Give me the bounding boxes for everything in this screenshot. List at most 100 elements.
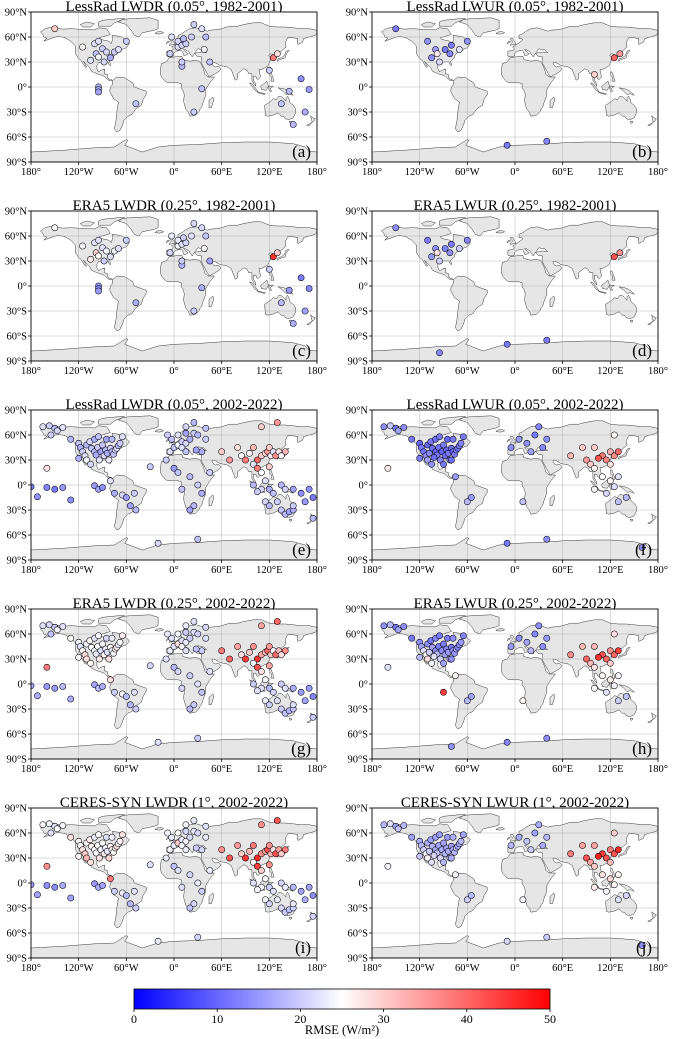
station-point bbox=[200, 46, 208, 53]
station-point bbox=[180, 35, 187, 43]
station-point bbox=[519, 697, 527, 705]
y-tick-label: 30°N bbox=[5, 655, 28, 666]
station-point bbox=[440, 659, 447, 667]
station-point bbox=[543, 734, 551, 742]
station-point bbox=[622, 693, 630, 700]
station-point bbox=[111, 489, 118, 497]
y-tick-label: 30°S bbox=[6, 307, 27, 318]
station-point bbox=[467, 693, 475, 700]
station-point bbox=[198, 489, 206, 497]
station-point bbox=[238, 651, 245, 659]
station-point bbox=[281, 684, 289, 692]
station-point bbox=[83, 854, 90, 862]
station-point bbox=[394, 626, 402, 634]
station-point bbox=[178, 485, 186, 493]
station-point bbox=[433, 50, 441, 58]
station-point bbox=[567, 651, 574, 659]
y-tick-label: 60°N bbox=[346, 232, 369, 243]
land-polygon bbox=[605, 294, 637, 319]
land-polygon bbox=[256, 91, 266, 95]
station-point bbox=[178, 58, 186, 66]
station-point bbox=[51, 485, 59, 493]
y-tick-label: 0° bbox=[18, 83, 27, 94]
station-point bbox=[186, 871, 194, 879]
land-polygon bbox=[109, 474, 147, 531]
panel-title: LessRad LWUR (0.05°, 1982-2001) bbox=[407, 0, 624, 15]
land-polygon bbox=[98, 615, 125, 624]
land-polygon bbox=[256, 290, 266, 294]
land-polygon bbox=[506, 836, 511, 841]
colorbar: 0 10 20 30 40 50 RMSE (W/m²) bbox=[131, 988, 556, 1037]
station-point bbox=[146, 463, 154, 471]
x-tick-label: 180° bbox=[307, 963, 327, 974]
station-point bbox=[182, 429, 190, 437]
station-point bbox=[638, 942, 646, 949]
station-point bbox=[416, 852, 424, 860]
station-point bbox=[467, 892, 475, 899]
station-point bbox=[543, 137, 551, 145]
station-point bbox=[39, 423, 47, 431]
station-point bbox=[591, 643, 598, 650]
station-point bbox=[457, 439, 465, 447]
station-point bbox=[59, 623, 67, 630]
station-point bbox=[107, 477, 114, 485]
map-panel-a: LessRad LWDR (0.05°, 1982-2001) 180° 120°W… bbox=[5, 0, 327, 178]
land-polygon bbox=[509, 436, 517, 444]
station-point bbox=[460, 433, 467, 441]
station-point bbox=[168, 33, 175, 41]
station-point bbox=[273, 419, 281, 426]
station-point bbox=[194, 734, 202, 742]
land-polygon bbox=[509, 834, 517, 842]
station-point bbox=[95, 854, 103, 862]
y-tick-label: 90°S bbox=[347, 954, 368, 965]
map-panel-f: LessRad LWUR (0.05°, 2002-2022) 180° 120°W… bbox=[346, 397, 668, 576]
station-point bbox=[190, 900, 198, 908]
station-point bbox=[273, 817, 281, 824]
station-point bbox=[166, 249, 174, 257]
station-point bbox=[463, 37, 471, 45]
station-point bbox=[273, 498, 281, 506]
station-point bbox=[95, 252, 102, 260]
land-polygon bbox=[79, 419, 96, 426]
station-point bbox=[47, 431, 55, 439]
station-point bbox=[170, 464, 178, 472]
land-polygon bbox=[381, 226, 471, 281]
station-point bbox=[87, 460, 94, 468]
station-point bbox=[186, 904, 194, 912]
station-point bbox=[515, 435, 523, 443]
land-polygon bbox=[506, 239, 511, 244]
station-point bbox=[178, 684, 186, 692]
station-point bbox=[186, 473, 194, 481]
station-point bbox=[132, 100, 140, 108]
land-polygon bbox=[597, 91, 607, 95]
land-polygon bbox=[617, 845, 631, 858]
station-point bbox=[527, 448, 535, 456]
station-point bbox=[254, 456, 261, 464]
station-point bbox=[95, 433, 102, 441]
station-point bbox=[449, 833, 457, 841]
station-point bbox=[108, 634, 116, 642]
land-polygon bbox=[154, 230, 165, 234]
station-point bbox=[408, 634, 416, 642]
map-panels: LessRad LWDR (0.05°, 1982-2001) 180° 120°W… bbox=[5, 0, 668, 974]
station-point bbox=[515, 634, 523, 642]
station-point bbox=[583, 655, 590, 663]
station-point bbox=[246, 847, 253, 855]
station-point bbox=[441, 46, 449, 53]
station-point bbox=[277, 100, 285, 108]
x-tick-label: 60°W bbox=[455, 764, 480, 775]
panel-letter: (c) bbox=[292, 341, 311, 360]
station-point bbox=[206, 469, 214, 476]
station-point bbox=[297, 274, 305, 282]
panel-title: ERA5 LWUR (0.25°, 1982-2001) bbox=[414, 198, 617, 214]
x-tick-label: 120°E bbox=[256, 167, 282, 178]
station-point bbox=[258, 821, 265, 829]
station-point bbox=[591, 485, 598, 493]
panel-letter: (b) bbox=[632, 142, 652, 161]
station-point bbox=[43, 882, 51, 889]
station-point bbox=[92, 650, 100, 658]
station-point bbox=[265, 883, 273, 891]
station-point bbox=[154, 937, 162, 945]
station-point bbox=[277, 481, 285, 489]
